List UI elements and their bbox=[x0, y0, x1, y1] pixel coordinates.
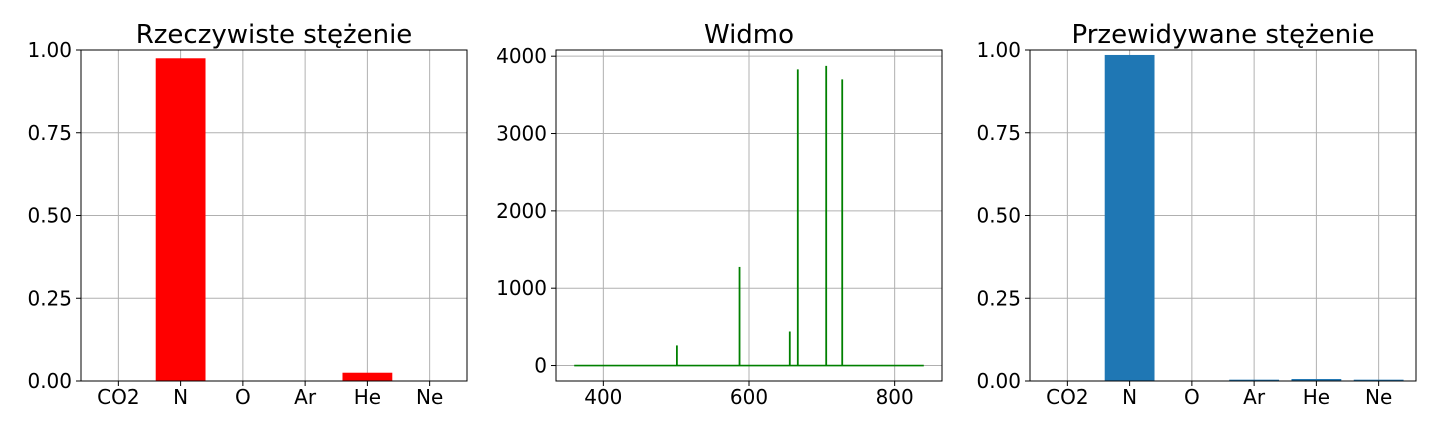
x-tick-label: O bbox=[1184, 385, 1200, 409]
x-tick-label: O bbox=[235, 385, 251, 409]
y-tick-label: 0.00 bbox=[27, 369, 72, 393]
chart-title: Przewidywane stężenie bbox=[1072, 20, 1375, 50]
y-tick-label: 2000 bbox=[496, 199, 547, 223]
bar-n bbox=[155, 58, 206, 382]
axes-frame bbox=[1029, 49, 1417, 382]
bar-ne bbox=[1353, 379, 1404, 381]
chart-title: Widmo bbox=[704, 20, 794, 50]
bar-n bbox=[1104, 54, 1155, 382]
x-tick-label: 400 bbox=[584, 385, 622, 409]
chart-title: Rzeczywiste stężenie bbox=[136, 20, 413, 50]
x-tick-label: CO2 bbox=[1046, 385, 1088, 409]
subplot-2: Widmo 0 1000 2000 3000 4000 400 600 800 bbox=[496, 20, 943, 409]
y-tick-label: 0 bbox=[534, 354, 547, 378]
y-tick-label: 0.50 bbox=[976, 204, 1021, 228]
y-tick-label: 0.00 bbox=[976, 369, 1021, 393]
y-tick-label: 0.75 bbox=[27, 121, 72, 145]
axes-frame bbox=[80, 49, 468, 382]
axes-frame bbox=[555, 49, 943, 382]
x-tick-label: Ne bbox=[416, 385, 443, 409]
subplot-1: Rzeczywiste stężenie 0.00 0.25 0.50 0.75 1.00… bbox=[27, 20, 468, 409]
bar-he bbox=[1291, 379, 1342, 381]
y-tick-label: 1.00 bbox=[976, 38, 1021, 62]
y-tick-label: 0.25 bbox=[27, 286, 72, 310]
y-tick-label: 4000 bbox=[496, 44, 547, 68]
y-tick-label: 1.00 bbox=[27, 38, 72, 62]
y-tick-label: 0.50 bbox=[27, 204, 72, 228]
x-tick-label: N bbox=[173, 385, 188, 409]
bar-he bbox=[342, 372, 393, 381]
y-tick-label: 0.25 bbox=[976, 286, 1021, 310]
x-tick-label: He bbox=[354, 385, 381, 409]
x-tick-label: 800 bbox=[876, 385, 914, 409]
bar-ar bbox=[1229, 379, 1280, 381]
y-tick-label: 0.75 bbox=[976, 121, 1021, 145]
x-tick-label: N bbox=[1122, 385, 1137, 409]
x-tick-label: Ar bbox=[1243, 385, 1266, 409]
x-tick-label: CO2 bbox=[97, 385, 139, 409]
x-tick-label: He bbox=[1303, 385, 1330, 409]
x-tick-label: 600 bbox=[730, 385, 768, 409]
x-tick-label: Ne bbox=[1365, 385, 1392, 409]
y-tick-label: 3000 bbox=[496, 122, 547, 146]
subplot-3: Przewidywane stężenie 0.00 0.25 0.50 0.75 1.0… bbox=[976, 20, 1417, 409]
x-tick-label: Ar bbox=[294, 385, 317, 409]
y-tick-label: 1000 bbox=[496, 276, 547, 300]
